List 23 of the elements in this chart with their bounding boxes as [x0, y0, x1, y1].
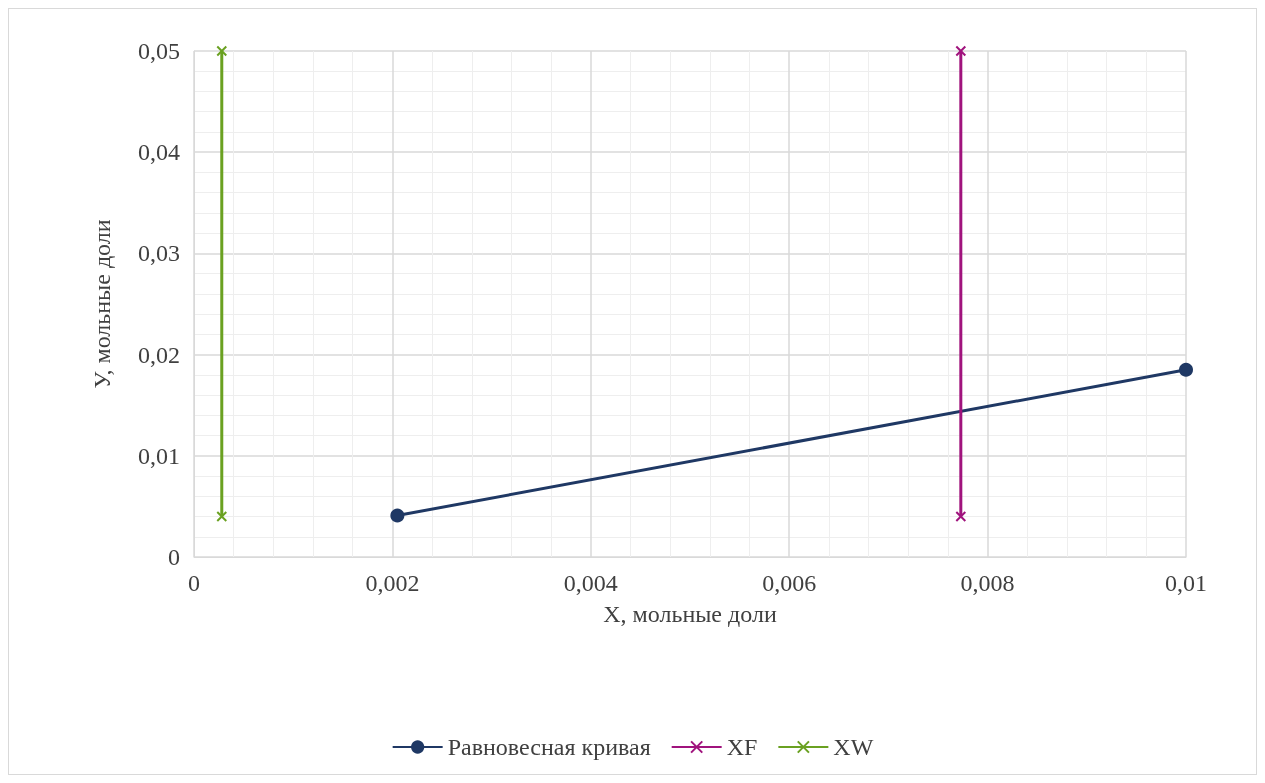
x-tick-label: 0,01 — [1165, 570, 1207, 596]
y-axis-title: У, мольные доли — [89, 219, 115, 389]
y-tick-label: 0,02 — [138, 341, 180, 368]
x-tick-label: 0,002 — [365, 570, 420, 596]
y-tick-label: 0,01 — [138, 442, 180, 469]
x-tick-label: 0 — [188, 570, 200, 596]
legend-label: XW — [833, 734, 874, 760]
point — [955, 45, 967, 57]
point — [390, 508, 405, 523]
x-tick-label: 0,004 — [563, 570, 618, 596]
y-tick-label: 0,05 — [138, 38, 180, 64]
point — [216, 45, 228, 57]
x-axis-title: X, мольные доли — [603, 601, 777, 627]
point — [955, 511, 967, 523]
x-tick-label: 0,006 — [762, 570, 817, 596]
x-tick-label: 0,008 — [960, 570, 1015, 596]
y-tick-label: 0 — [168, 544, 180, 570]
legend-label: XF — [726, 734, 758, 760]
legend-label: Равновесная кривая — [447, 734, 651, 760]
point — [216, 511, 228, 523]
y-tick-label: 0,04 — [138, 139, 180, 166]
point — [1179, 362, 1193, 377]
y-tick-label: 0,03 — [138, 240, 180, 267]
